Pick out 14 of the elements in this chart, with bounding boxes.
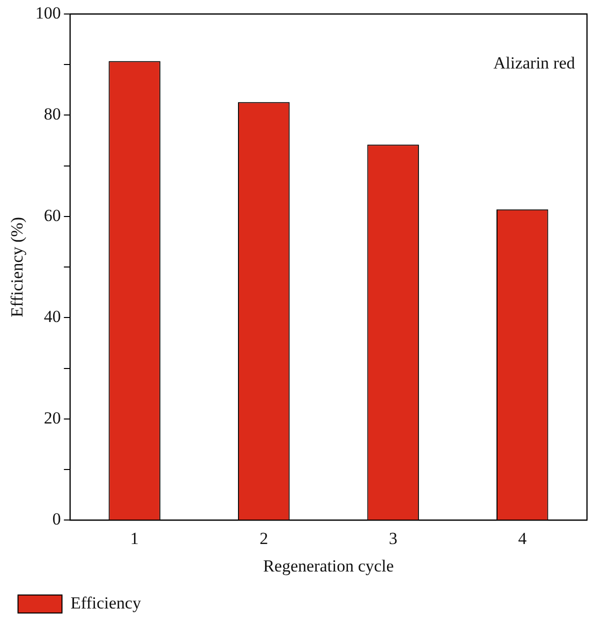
- x-tick-label: 4: [518, 528, 528, 548]
- y-tick-label: 20: [44, 408, 61, 428]
- y-tick-label: 0: [52, 510, 61, 529]
- legend-label: Efficiency: [70, 593, 142, 612]
- x-tick-label: 3: [388, 528, 398, 548]
- y-tick-label: 40: [44, 307, 61, 326]
- x-axis-title: Regeneration cycle: [263, 556, 394, 576]
- y-axis-title: Efficiency (%): [8, 216, 27, 318]
- x-tick-label: 2: [260, 528, 268, 548]
- y-tick-label: 80: [44, 104, 61, 124]
- annotation: Alizarin red: [493, 53, 576, 72]
- x-tick-label: 1: [130, 528, 139, 548]
- y-tick-label: 100: [35, 3, 61, 22]
- y-tick-label: 60: [44, 206, 61, 225]
